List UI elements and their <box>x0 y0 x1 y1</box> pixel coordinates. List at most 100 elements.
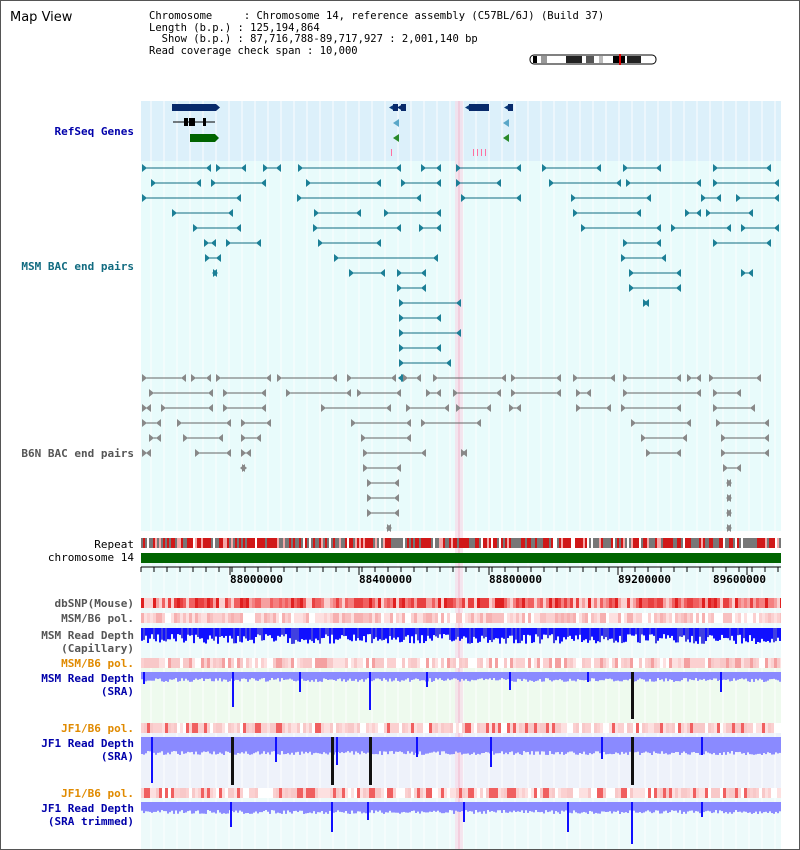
track-label-b6n-bac[interactable]: B6N BAC end pairs <box>21 447 134 460</box>
depth-spike <box>367 802 369 820</box>
depth-bar <box>555 737 557 753</box>
depth-bar <box>653 672 655 682</box>
depth-spike <box>232 672 234 707</box>
repeat-segment <box>733 538 735 548</box>
depth-bar <box>195 802 197 812</box>
track-label-jf1-b6-pol-2[interactable]: JF1/B6 pol. <box>61 787 134 800</box>
track-label-jf1-depth-trimmed[interactable]: JF1 Read Depth <box>41 802 134 815</box>
repeat-segment <box>657 538 659 548</box>
heat-cell <box>312 598 315 608</box>
heat-cell <box>693 788 696 798</box>
depth-bar <box>185 672 187 679</box>
depth-bar <box>651 628 653 635</box>
track-label-msm-depth-capillary[interactable]: MSM Read Depth <box>41 629 134 642</box>
depth-bar <box>337 672 339 680</box>
depth-bar <box>321 628 323 639</box>
gene-block <box>469 104 489 111</box>
repeat-segment <box>369 538 371 548</box>
heat-cell <box>519 723 522 733</box>
heat-cell <box>555 723 558 733</box>
depth-bar <box>241 802 243 812</box>
heat-cell <box>738 788 741 798</box>
depth-bar <box>707 802 709 811</box>
depth-bar <box>445 628 447 635</box>
depth-bar <box>349 802 351 814</box>
depth-bar <box>317 628 319 641</box>
depth-bar <box>297 628 299 642</box>
heat-cell <box>708 788 711 798</box>
heat-cell <box>459 658 462 668</box>
heat-cell <box>300 613 303 623</box>
repeat-segment <box>183 538 185 548</box>
heat-cell <box>684 723 687 733</box>
repeat-segment <box>449 538 451 548</box>
heat-cell <box>354 723 357 733</box>
depth-bar <box>313 737 315 754</box>
track-label-msm-bac[interactable]: MSM BAC end pairs <box>21 260 134 273</box>
repeat-segment <box>367 538 369 548</box>
track-label-refseq[interactable]: RefSeq Genes <box>54 125 134 138</box>
depth-bar <box>707 672 709 681</box>
heat-cell <box>510 788 513 798</box>
heat-cell <box>666 723 669 733</box>
heat-cell <box>600 788 603 798</box>
depth-spike <box>230 802 232 827</box>
depth-bar <box>205 628 207 644</box>
heat-cell <box>516 723 519 733</box>
track-label-msm-depth-sra[interactable]: MSM Read Depth <box>41 672 134 685</box>
heat-cell <box>501 788 504 798</box>
heat-cell <box>360 613 363 623</box>
heat-cell <box>309 723 312 733</box>
repeat-segment <box>721 538 723 548</box>
bac-end-arrow <box>361 434 366 442</box>
heat-cell <box>336 613 339 623</box>
depth-bar <box>685 628 687 642</box>
depth-bar <box>349 737 351 753</box>
track-label-repeat[interactable]: Repeat <box>94 538 134 551</box>
depth-bar <box>243 628 245 637</box>
track-label-jf1-depth-sra[interactable]: JF1 Read Depth <box>41 737 134 750</box>
bac-end-arrow <box>723 464 728 472</box>
heat-cell <box>522 598 525 608</box>
depth-bar <box>641 737 643 753</box>
depth-bar <box>697 628 699 644</box>
depth-bar <box>359 672 361 681</box>
heat-cell <box>177 658 180 668</box>
depth-bar <box>697 737 699 754</box>
depth-bar <box>565 802 567 811</box>
depth-bar <box>329 737 331 753</box>
heat-cell <box>309 788 312 798</box>
depth-bar <box>339 737 341 754</box>
heat-cell <box>345 613 348 623</box>
heat-cell <box>462 613 465 623</box>
heat-cell <box>543 598 546 608</box>
repeat-segment <box>399 538 401 548</box>
heat-cell <box>606 788 609 798</box>
heat-cell <box>519 613 522 623</box>
depth-bar <box>605 802 607 813</box>
depth-bar <box>215 802 217 814</box>
chromosome-ideogram[interactable] <box>529 53 659 67</box>
depth-bar <box>741 628 743 644</box>
track-label-msm-b6-pol-2[interactable]: MSM/B6 pol. <box>61 657 134 670</box>
heat-cell <box>456 788 459 798</box>
bac-end-arrow <box>218 434 223 442</box>
track-label-jf1-b6-pol[interactable]: JF1/B6 pol. <box>61 722 134 735</box>
track-label-chromosome[interactable]: chromosome 14 <box>47 551 134 564</box>
depth-bar <box>381 802 383 813</box>
depth-bar <box>593 672 595 679</box>
track-label-dbsnp[interactable]: dbSNP(Mouse) <box>54 597 134 610</box>
depth-bar <box>263 672 265 679</box>
depth-bar <box>717 737 719 755</box>
depth-bar <box>273 737 275 752</box>
repeat-segment <box>705 538 707 548</box>
repeat-segment <box>273 538 275 548</box>
heat-cell <box>582 658 585 668</box>
heat-cell <box>669 613 672 623</box>
heat-cell <box>417 598 420 608</box>
track-label-msm-b6-pol[interactable]: MSM/B6 pol. <box>61 612 134 625</box>
depth-bar <box>579 737 581 754</box>
heat-cell <box>489 598 492 608</box>
repeat-segment <box>457 538 459 548</box>
